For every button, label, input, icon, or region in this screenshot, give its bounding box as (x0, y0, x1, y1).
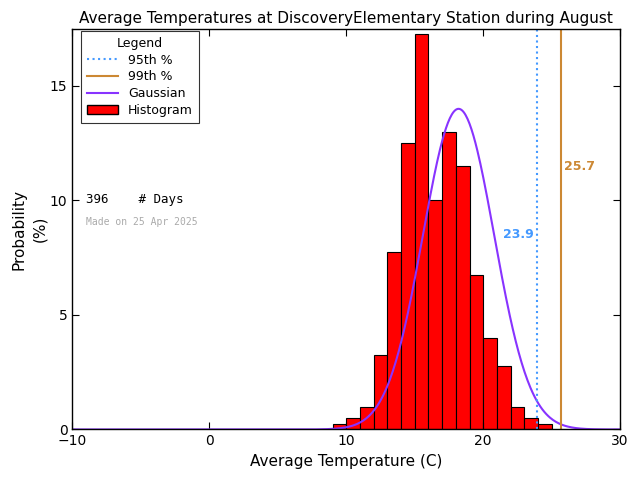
Bar (401, 143, 415, 430)
Text: 23.9: 23.9 (503, 228, 534, 241)
Bar (511, 407, 524, 430)
Bar (428, 201, 442, 430)
Bar (387, 252, 401, 430)
Bar (524, 418, 538, 430)
Bar (442, 132, 456, 430)
Bar (497, 367, 511, 430)
Title: Average Temperatures at DiscoveryElementary Station during August: Average Temperatures at DiscoveryElement… (79, 11, 613, 26)
Bar (415, 35, 428, 430)
Bar (470, 275, 483, 430)
Bar (360, 407, 374, 430)
Text: Made on 25 Apr 2025: Made on 25 Apr 2025 (86, 217, 198, 227)
Y-axis label: Probability
(%): Probability (%) (11, 189, 47, 270)
Text: 396    # Days: 396 # Days (86, 193, 184, 206)
Bar (374, 355, 387, 430)
Legend: 95th %, 99th %, Gaussian, Histogram: 95th %, 99th %, Gaussian, Histogram (81, 31, 199, 123)
Bar (333, 424, 346, 430)
Bar (538, 424, 552, 430)
Bar (456, 166, 470, 430)
X-axis label: Average Temperature (C): Average Temperature (C) (250, 454, 442, 469)
Bar (483, 338, 497, 430)
Text: 25.7: 25.7 (564, 159, 595, 173)
Bar (346, 418, 360, 430)
